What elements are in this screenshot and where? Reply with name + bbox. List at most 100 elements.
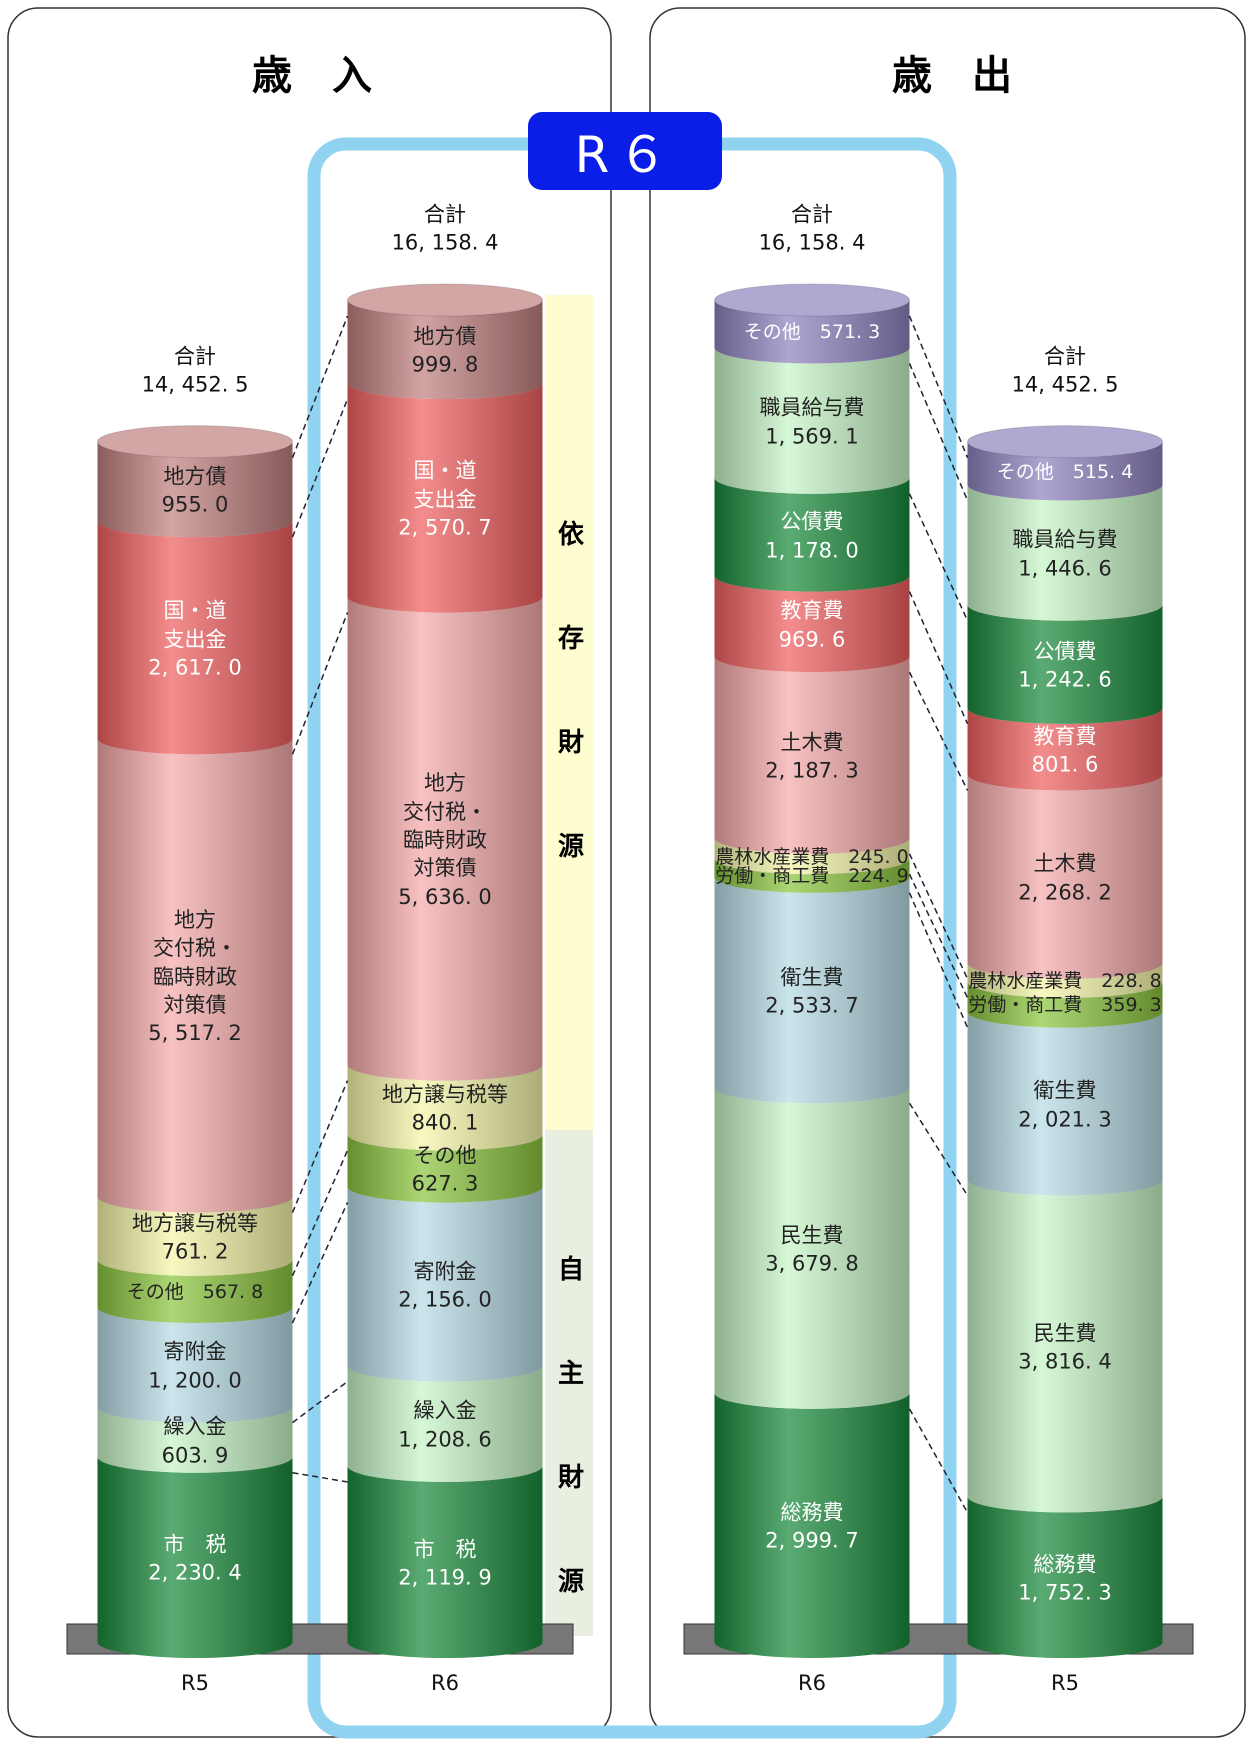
segment-label: 総務費 2, 999. 7 bbox=[765, 1499, 859, 1556]
segment-label: 国・道 支出金 2, 617. 0 bbox=[148, 597, 242, 682]
segment-label: 地方 交付税・ 臨時財政 対策債 5, 636. 0 bbox=[398, 769, 492, 911]
value-label: 969. 6 bbox=[778, 627, 846, 652]
connector bbox=[291, 612, 349, 755]
value-label: 515. 4 bbox=[1072, 460, 1134, 483]
segment-label: 地方譲与税等 840. 1 bbox=[382, 1081, 508, 1138]
value-label: 2, 533. 7 bbox=[765, 993, 859, 1018]
total-value: 14, 452. 5 bbox=[1011, 372, 1119, 397]
group-band bbox=[545, 1130, 593, 1636]
segment-label: 職員給与費 1, 569. 1 bbox=[760, 394, 865, 451]
series-name: 総務費 bbox=[1033, 1552, 1097, 1577]
series-name: その他 bbox=[413, 1143, 477, 1168]
segment-label: 土木費 2, 187. 3 bbox=[765, 728, 859, 785]
segment-label: 寄附金 1, 200. 0 bbox=[148, 1338, 242, 1395]
total-value: 16, 158. 4 bbox=[391, 231, 499, 255]
value-label: 1, 446. 6 bbox=[1018, 556, 1112, 581]
connector bbox=[291, 315, 349, 458]
segment-label: 衛生費 2, 021. 3 bbox=[1018, 1077, 1112, 1134]
series-name: 農林水産業費 bbox=[968, 970, 1083, 993]
cylinder-top bbox=[347, 283, 543, 317]
series-name: 地方 交付税・ 臨時財政 対策債 bbox=[402, 771, 487, 881]
value-label: 2, 617. 0 bbox=[148, 655, 242, 680]
value-label: 2, 230. 4 bbox=[148, 1560, 242, 1585]
series-name: 民生費 bbox=[780, 1223, 844, 1248]
total-caption: 合計 bbox=[791, 202, 833, 227]
value-label: 1, 569. 1 bbox=[765, 424, 859, 449]
total-caption: 合計 bbox=[174, 344, 216, 369]
category: R6 bbox=[431, 1670, 459, 1695]
segment-label: 国・道 支出金 2, 570. 7 bbox=[398, 457, 492, 542]
series-name: その他 bbox=[743, 321, 801, 344]
segment-label: 教育費 969. 6 bbox=[779, 597, 846, 654]
value-label: 840. 1 bbox=[411, 1111, 479, 1136]
series-name: 公債費 bbox=[780, 509, 844, 534]
connector bbox=[291, 1202, 349, 1324]
series-name: 公債費 bbox=[1033, 639, 1097, 664]
value-label: 2, 570. 7 bbox=[398, 515, 492, 540]
total-caption: 合計 bbox=[424, 202, 466, 227]
series-name: 教育費 bbox=[780, 599, 844, 624]
total-value: 14, 452. 5 bbox=[141, 372, 249, 397]
x-tick-label: R6 bbox=[798, 1669, 826, 1697]
panel bbox=[649, 7, 1246, 1738]
segment-label: 教育費 801. 6 bbox=[1032, 722, 1099, 779]
series-name: その他 bbox=[996, 460, 1054, 483]
total-value: 16, 158. 4 bbox=[758, 231, 866, 255]
series-name: 職員給与費 bbox=[1012, 527, 1118, 552]
value-label: 761. 2 bbox=[161, 1239, 229, 1264]
series-name: 民生費 bbox=[1033, 1321, 1097, 1346]
series-name: 地方債 bbox=[413, 324, 477, 349]
value-label: 1, 178. 0 bbox=[765, 538, 859, 563]
connector bbox=[908, 363, 969, 501]
value-label: 359. 3 bbox=[1101, 994, 1162, 1017]
value-label: 1, 752. 3 bbox=[1018, 1580, 1112, 1605]
cylinder-top bbox=[714, 283, 910, 317]
badge: R６ bbox=[574, 126, 676, 184]
title: 歳 出 bbox=[892, 53, 1012, 99]
connector bbox=[291, 1080, 349, 1213]
series-name: その他 bbox=[126, 1281, 184, 1304]
value-label: 1, 208. 6 bbox=[398, 1427, 492, 1452]
segment-label: その他 515. 4 bbox=[997, 460, 1133, 486]
connector bbox=[908, 493, 969, 621]
total-label: 合計 16, 158. 4 bbox=[759, 201, 866, 258]
segment-label: 民生費 3, 816. 4 bbox=[1018, 1319, 1112, 1376]
value-label: 1, 242. 6 bbox=[1018, 667, 1112, 692]
segment-label: 衛生費 2, 533. 7 bbox=[765, 963, 859, 1020]
connector bbox=[908, 1408, 969, 1513]
connector bbox=[908, 892, 969, 1028]
series-name: 国・道 支出金 bbox=[413, 458, 477, 512]
connector bbox=[908, 591, 969, 725]
group-label: 自主財源 bbox=[553, 1255, 584, 1671]
total-label: 合計 14, 452. 5 bbox=[1012, 342, 1119, 399]
series-name: 地方譲与税等 bbox=[132, 1211, 258, 1236]
segment-label: 農林水産業費 228. 8 bbox=[968, 969, 1161, 995]
series-name: 農林水産業費 bbox=[715, 845, 830, 868]
value-label: 603. 9 bbox=[161, 1443, 229, 1468]
series-name: 繰入金 bbox=[413, 1399, 477, 1423]
connector bbox=[908, 1102, 969, 1196]
value-label: 627. 3 bbox=[411, 1172, 479, 1197]
title: 歳 入 bbox=[252, 53, 372, 99]
value-label: 224. 9 bbox=[848, 865, 909, 888]
series-name: 職員給与費 bbox=[759, 395, 865, 420]
segment-label: 労働・商工費 224. 9 bbox=[715, 864, 908, 890]
series-name: 地方債 bbox=[163, 464, 227, 489]
value-label: 5, 636. 0 bbox=[398, 884, 492, 909]
total-label: 合計 14, 452. 5 bbox=[142, 342, 249, 399]
series-name: 土木費 bbox=[1033, 851, 1097, 876]
segment-label: 繰入金 1, 208. 6 bbox=[398, 1397, 492, 1454]
connector bbox=[291, 398, 349, 538]
value-label: 801. 6 bbox=[1031, 752, 1099, 777]
group-label: 依存財源 bbox=[553, 520, 584, 936]
category: R5 bbox=[1051, 1670, 1079, 1695]
series-name: 国・道 支出金 bbox=[163, 598, 227, 652]
segment-label: 地方債 955. 0 bbox=[162, 463, 229, 520]
connector bbox=[292, 1380, 348, 1424]
value-label: 999. 8 bbox=[411, 353, 479, 378]
value-label: 2, 187. 3 bbox=[765, 758, 859, 783]
series-name: 衛生費 bbox=[1033, 1078, 1097, 1103]
series-name: 寄附金 bbox=[163, 1340, 227, 1365]
segment-label: 農林水産業費 245. 0 bbox=[715, 845, 908, 871]
